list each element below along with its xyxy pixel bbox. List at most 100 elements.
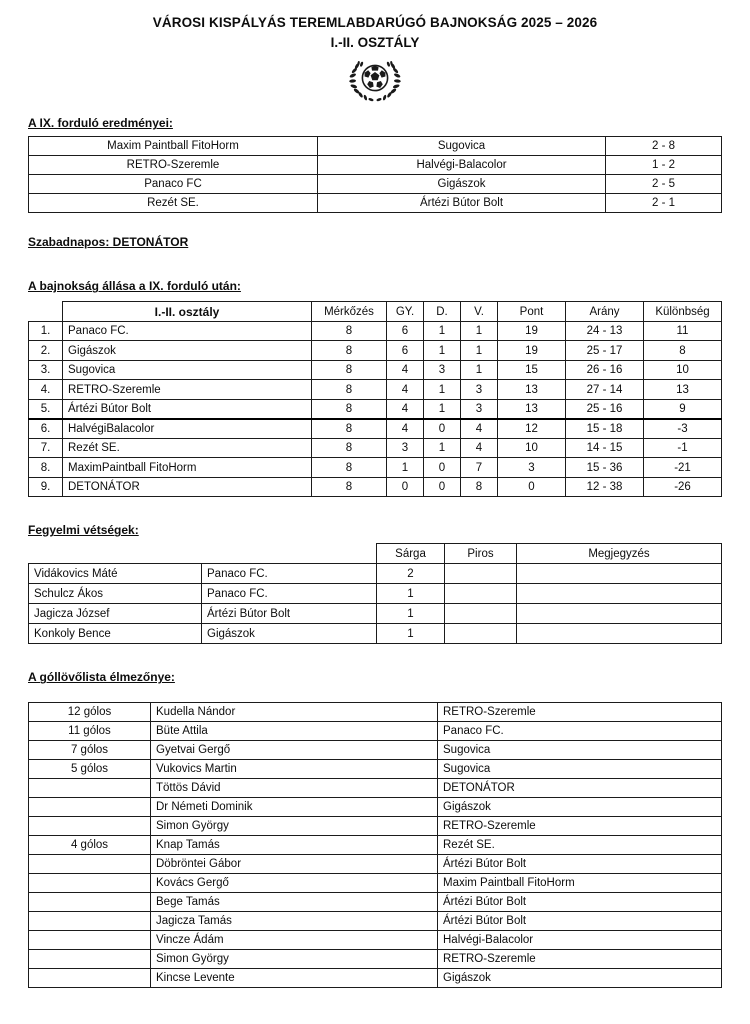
scorer-goals: 11 gólos bbox=[28, 721, 151, 742]
table-row: 11 gólos Büte Attila Panaco FC. bbox=[28, 721, 722, 742]
result-home-team: RETRO-Szeremle bbox=[28, 155, 318, 176]
standings-losses: 8 bbox=[460, 476, 498, 498]
discipline-player: Konkoly Bence bbox=[28, 623, 202, 645]
scorer-team: Sugovica bbox=[437, 740, 722, 761]
standings-rank-header-spacer bbox=[29, 302, 63, 322]
scorer-team: Ártézi Bútor Bolt bbox=[437, 892, 722, 913]
document-header: VÁROSI KISPÁLYÁS TEREMLABDARÚGÓ BAJNOKSÁ… bbox=[0, 0, 750, 104]
table-row: 1. Panaco FC. 8 6 1 1 19 24 - 13 11 bbox=[28, 320, 722, 342]
scorer-player: Vukovics Martin bbox=[150, 759, 438, 780]
standings-points: 13 bbox=[497, 398, 566, 420]
discipline-red bbox=[444, 563, 517, 585]
scorers-table: 12 gólos Kudella Nándor RETRO-Szeremle 1… bbox=[28, 702, 722, 989]
standings-difference: -21 bbox=[643, 457, 722, 478]
standings-col-draws: D. bbox=[423, 301, 461, 322]
scorer-player: Kovács Gergő bbox=[150, 873, 438, 894]
standings-goals: 24 - 13 bbox=[565, 320, 644, 342]
standings-points: 3 bbox=[497, 457, 566, 478]
standings-rank: 8. bbox=[28, 457, 63, 478]
table-row: Bege Tamás Ártézi Bútor Bolt bbox=[28, 892, 722, 913]
scorer-goals bbox=[28, 911, 151, 932]
scorer-team: Gigászok bbox=[437, 968, 722, 989]
scorer-team: Sugovica bbox=[437, 759, 722, 780]
table-row: 7. Rezét SE. 8 3 1 4 10 14 - 15 -1 bbox=[28, 437, 722, 459]
table-row: Kovács Gergő Maxim Paintball FitoHorm bbox=[28, 873, 722, 894]
standings-draws: 1 bbox=[423, 340, 461, 361]
standings-losses: 3 bbox=[460, 398, 498, 420]
discipline-col-yellow: Sárga bbox=[376, 543, 445, 565]
discipline-note bbox=[516, 623, 722, 645]
standings-draws: 1 bbox=[423, 379, 461, 400]
standings-rank: 7. bbox=[28, 437, 63, 459]
scorer-player: Kudella Nándor bbox=[150, 702, 438, 723]
standings-difference: -1 bbox=[643, 437, 722, 459]
discipline-note bbox=[516, 563, 722, 585]
scorer-player: Töttös Dávid bbox=[150, 778, 438, 799]
scorer-team: Maxim Paintball FitoHorm bbox=[437, 873, 722, 894]
discipline-heading: Fegyelmi vétségek: bbox=[28, 523, 139, 538]
scorer-goals bbox=[28, 816, 151, 837]
result-away-team: Sugovica bbox=[317, 136, 606, 157]
standings-played: 8 bbox=[311, 457, 387, 478]
standings-rank: 1. bbox=[28, 320, 63, 342]
scorer-team: DETONÁTOR bbox=[437, 778, 722, 799]
standings-points: 10 bbox=[497, 437, 566, 459]
standings-team: Ártézi Bútor Bolt bbox=[62, 398, 312, 420]
scorer-player: Kincse Levente bbox=[150, 968, 438, 989]
scorer-player: Büte Attila bbox=[150, 721, 438, 742]
discipline-note bbox=[516, 583, 722, 605]
standings-goals: 26 - 16 bbox=[565, 359, 644, 381]
table-row: Töttös Dávid DETONÁTOR bbox=[28, 778, 722, 799]
standings-difference: -26 bbox=[643, 476, 722, 498]
logo-container bbox=[0, 56, 750, 104]
discipline-player: Schulcz Ákos bbox=[28, 583, 202, 605]
result-score: 2 - 5 bbox=[605, 174, 722, 195]
discipline-table: Sárga Piros Megjegyzés Vidákovics Máté P… bbox=[28, 543, 722, 645]
table-row: 5. Ártézi Bútor Bolt 8 4 1 3 13 25 - 16 … bbox=[28, 398, 722, 420]
result-away-team: Gigászok bbox=[317, 174, 606, 195]
standings-rank: 6. bbox=[28, 418, 63, 439]
bye-heading: Szabadnapos: DETONÁTOR bbox=[28, 235, 189, 250]
table-row: 6. HalvégiBalacolor 8 4 0 4 12 15 - 18 -… bbox=[28, 418, 722, 439]
scorers-heading: A góllövőlista élmezőnye: bbox=[28, 670, 175, 685]
standings-losses: 4 bbox=[460, 418, 498, 439]
discipline-team: Gigászok bbox=[201, 623, 377, 645]
table-row: 4. RETRO-Szeremle 8 4 1 3 13 27 - 14 13 bbox=[28, 379, 722, 400]
scorer-team: RETRO-Szeremle bbox=[437, 816, 722, 837]
standings-points: 13 bbox=[497, 379, 566, 400]
table-row: 4 gólos Knap Tamás Rezét SE. bbox=[28, 835, 722, 856]
discipline-col-red: Piros bbox=[444, 543, 517, 565]
standings-col-difference: Különbség bbox=[643, 301, 722, 322]
table-row: Rezét SE. Ártézi Bútor Bolt 2 - 1 bbox=[28, 193, 722, 214]
standings-heading: A bajnokság állása a IX. forduló után: bbox=[28, 279, 241, 294]
standings-played: 8 bbox=[311, 398, 387, 420]
table-row: Jagicza Tamás Ártézi Bútor Bolt bbox=[28, 911, 722, 932]
discipline-red bbox=[444, 583, 517, 605]
discipline-yellow: 2 bbox=[376, 563, 445, 585]
discipline-team-header-spacer bbox=[202, 544, 377, 564]
discipline-player: Jagicza József bbox=[28, 603, 202, 625]
standings-points: 12 bbox=[497, 418, 566, 439]
scorer-team: Halvégi-Balacolor bbox=[437, 930, 722, 951]
result-score: 2 - 8 bbox=[605, 136, 722, 157]
table-row: 8. MaximPaintball FitoHorm 8 1 0 7 3 15 … bbox=[28, 457, 722, 478]
standings-rank: 5. bbox=[28, 398, 63, 420]
scorer-goals bbox=[28, 854, 151, 875]
standings-played: 8 bbox=[311, 359, 387, 381]
result-home-team: Rezét SE. bbox=[28, 193, 318, 214]
standings-team: DETONÁTOR bbox=[62, 476, 312, 498]
discipline-red bbox=[444, 603, 517, 625]
standings-difference: 10 bbox=[643, 359, 722, 381]
table-row: Kincse Levente Gigászok bbox=[28, 968, 722, 989]
standings-division-title: I.-II. osztály bbox=[62, 301, 312, 322]
standings-table: I.-II. osztály Mérkőzés GY. D. V. Pont A… bbox=[28, 301, 722, 498]
standings-rank: 3. bbox=[28, 359, 63, 381]
standings-draws: 1 bbox=[423, 437, 461, 459]
discipline-team: Ártézi Bútor Bolt bbox=[201, 603, 377, 625]
scorer-goals bbox=[28, 930, 151, 951]
page-subtitle: I.-II. OSZTÁLY bbox=[330, 34, 420, 50]
scorer-team: Rezét SE. bbox=[437, 835, 722, 856]
discipline-note bbox=[516, 603, 722, 625]
result-home-team: Maxim Paintball FitoHorm bbox=[28, 136, 318, 157]
